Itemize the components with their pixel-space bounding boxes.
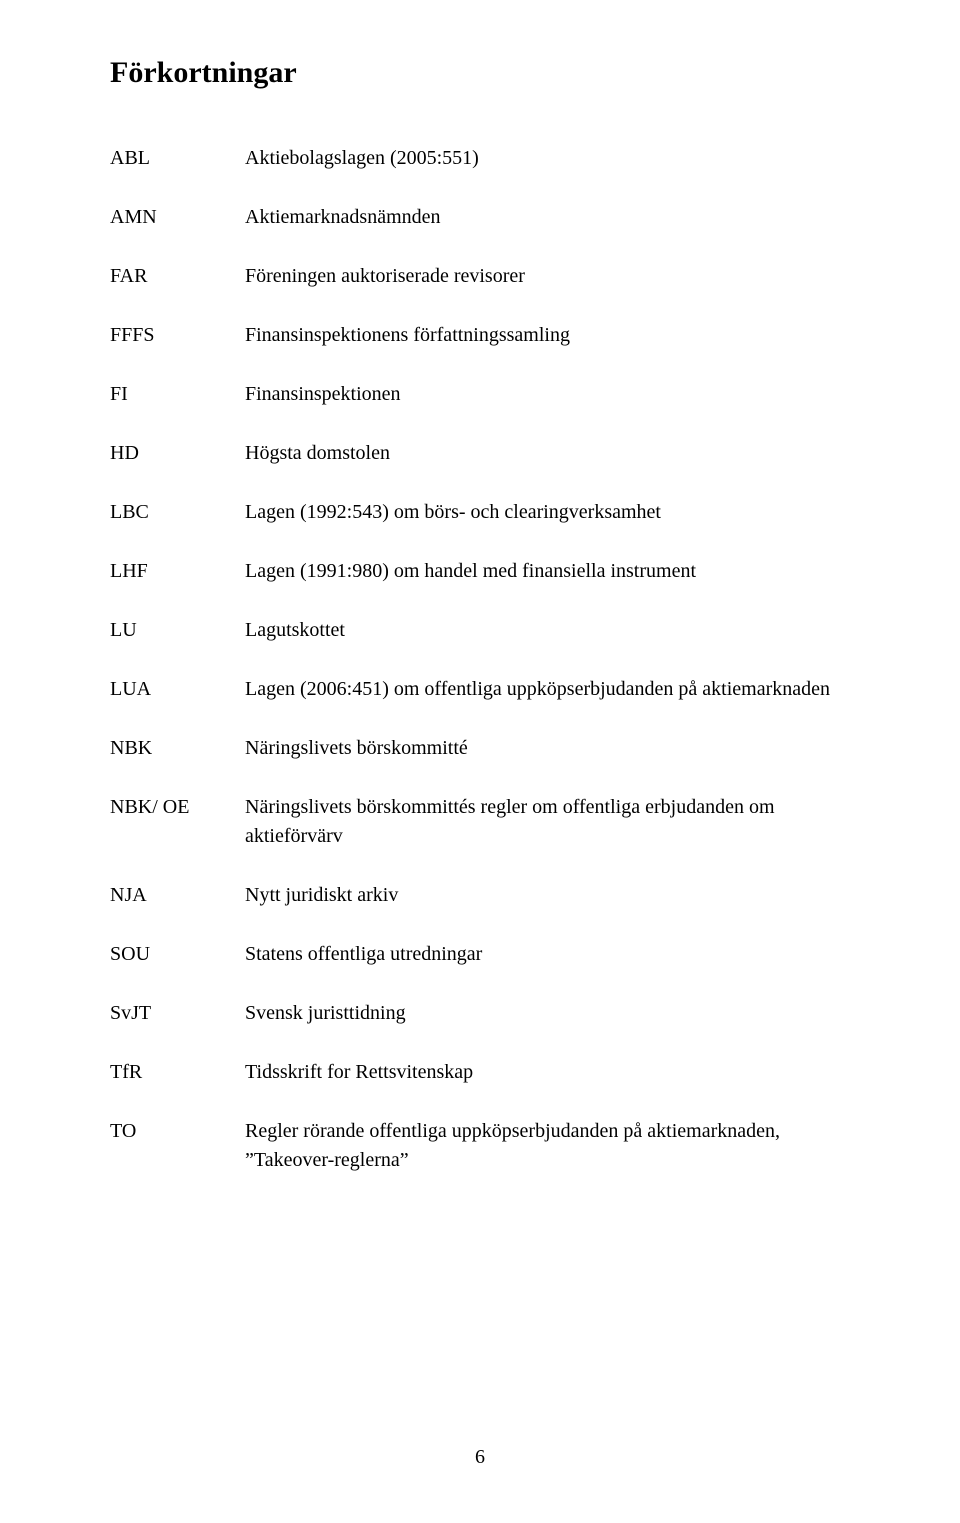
abbr-definition: Statens offentliga utredningar	[245, 940, 850, 969]
abbr-term: NBK	[110, 734, 245, 763]
page-number: 6	[0, 1446, 960, 1469]
abbr-definition: Lagen (1992:543) om börs- och clearingve…	[245, 498, 850, 527]
abbr-definition: Föreningen auktoriserade revisorer	[245, 262, 850, 291]
list-item: FAR Föreningen auktoriserade revisorer	[110, 262, 850, 291]
abbr-definition: Näringslivets börskommitté	[245, 734, 850, 763]
list-item: TO Regler rörande offentliga uppköpserbj…	[110, 1117, 850, 1175]
page-title: Förkortningar	[110, 56, 850, 90]
abbr-term: TfR	[110, 1058, 245, 1087]
abbr-definition: Finansinspektionens författningssamling	[245, 321, 850, 350]
list-item: LBC Lagen (1992:543) om börs- och cleari…	[110, 498, 850, 527]
abbr-definition: Aktiemarknadsnämnden	[245, 203, 850, 232]
list-item: LUA Lagen (2006:451) om offentliga uppkö…	[110, 675, 850, 704]
abbr-definition: Tidsskrift for Rettsvitenskap	[245, 1058, 850, 1087]
list-item: FI Finansinspektionen	[110, 380, 850, 409]
abbr-term: NJA	[110, 881, 245, 910]
abbr-term: FAR	[110, 262, 245, 291]
list-item: SvJT Svensk juristtidning	[110, 999, 850, 1028]
list-item: NBK/ OE Näringslivets börskommittés regl…	[110, 793, 850, 851]
abbr-definition: Lagen (2006:451) om offentliga uppköpser…	[245, 675, 850, 704]
list-item: FFFS Finansinspektionens författningssam…	[110, 321, 850, 350]
abbr-term: HD	[110, 439, 245, 468]
list-item: HD Högsta domstolen	[110, 439, 850, 468]
abbr-term: ABL	[110, 144, 245, 173]
abbr-definition: Lagutskottet	[245, 616, 850, 645]
list-item: NBK Näringslivets börskommitté	[110, 734, 850, 763]
abbr-definition: Lagen (1991:980) om handel med finansiel…	[245, 557, 850, 586]
abbr-term: FFFS	[110, 321, 245, 350]
abbr-term: NBK/ OE	[110, 793, 245, 822]
abbr-term: TO	[110, 1117, 245, 1146]
list-item: LU Lagutskottet	[110, 616, 850, 645]
abbr-definition: Svensk juristtidning	[245, 999, 850, 1028]
abbr-definition: Regler rörande offentliga uppköpserbjuda…	[245, 1117, 850, 1175]
abbr-term: LU	[110, 616, 245, 645]
abbr-definition: Finansinspektionen	[245, 380, 850, 409]
abbr-definition: Nytt juridiskt arkiv	[245, 881, 850, 910]
list-item: NJA Nytt juridiskt arkiv	[110, 881, 850, 910]
abbr-definition: Näringslivets börskommittés regler om of…	[245, 793, 850, 851]
abbr-term: LBC	[110, 498, 245, 527]
abbr-term: AMN	[110, 203, 245, 232]
list-item: TfR Tidsskrift for Rettsvitenskap	[110, 1058, 850, 1087]
list-item: SOU Statens offentliga utredningar	[110, 940, 850, 969]
abbr-term: LHF	[110, 557, 245, 586]
abbr-term: LUA	[110, 675, 245, 704]
abbreviation-list: ABL Aktiebolagslagen (2005:551) AMN Akti…	[110, 144, 850, 1175]
list-item: LHF Lagen (1991:980) om handel med finan…	[110, 557, 850, 586]
abbr-term: SOU	[110, 940, 245, 969]
abbr-term: FI	[110, 380, 245, 409]
abbr-definition: Aktiebolagslagen (2005:551)	[245, 144, 850, 173]
list-item: ABL Aktiebolagslagen (2005:551)	[110, 144, 850, 173]
list-item: AMN Aktiemarknadsnämnden	[110, 203, 850, 232]
abbr-term: SvJT	[110, 999, 245, 1028]
document-page: Förkortningar ABL Aktiebolagslagen (2005…	[0, 0, 960, 1523]
abbr-definition: Högsta domstolen	[245, 439, 850, 468]
